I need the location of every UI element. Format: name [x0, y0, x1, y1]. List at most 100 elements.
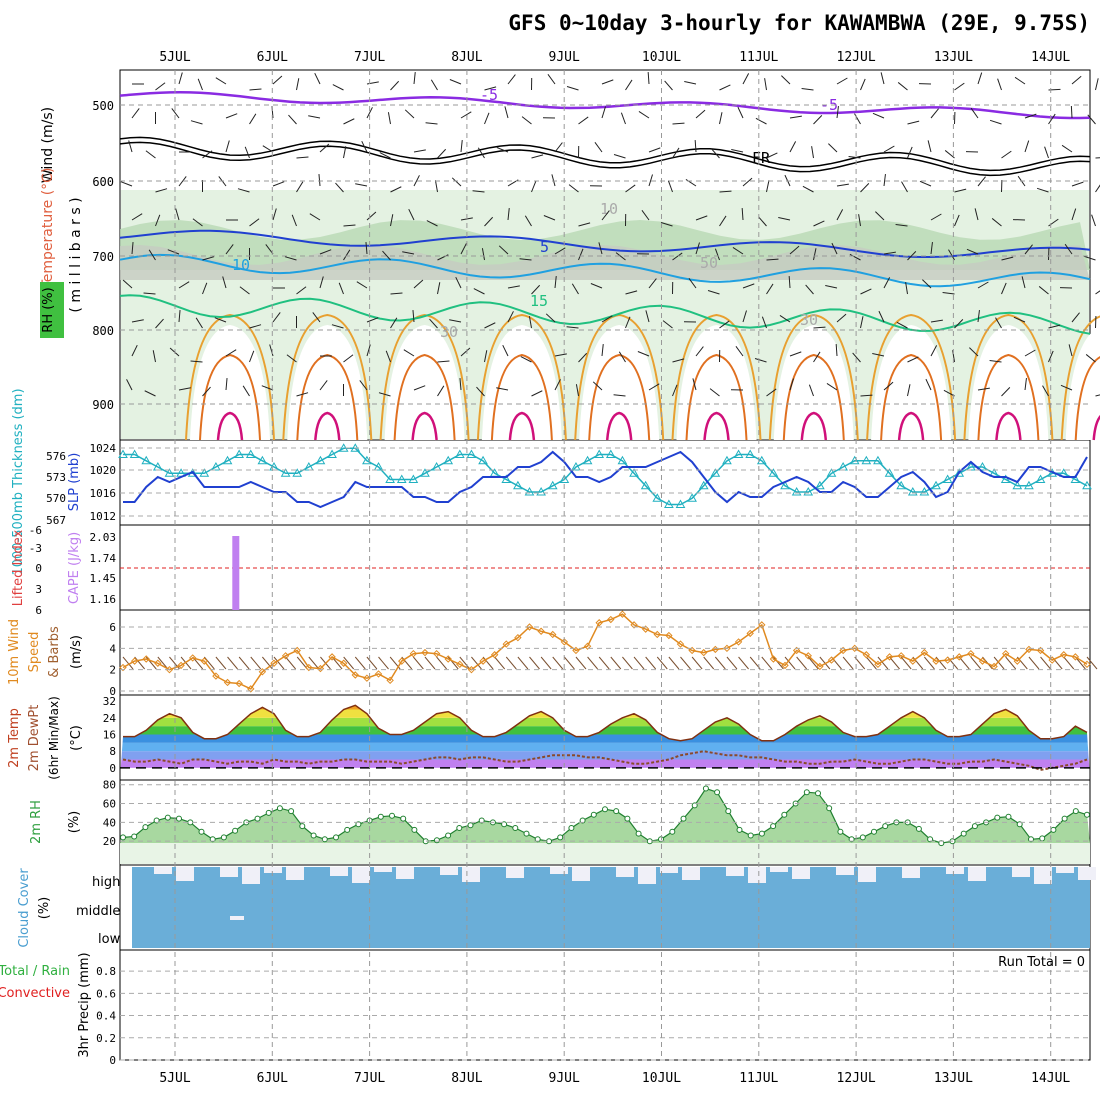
rh-point [289, 809, 294, 814]
high-cloud-gap [902, 867, 920, 878]
high-cloud-gap [440, 867, 458, 875]
cloud-cover-label: Cloud Cover [17, 868, 32, 948]
rh-point [995, 815, 1000, 820]
rh-point [569, 826, 574, 831]
cape-tick-label: 2.03 [90, 531, 117, 544]
rh-point [277, 806, 282, 811]
contour-label: 50 [700, 254, 718, 272]
high-cloud-gap [572, 867, 590, 881]
pressure-tick-label: 800 [92, 324, 114, 338]
rh2m-units-label: (%) [67, 811, 82, 834]
upper-wind-barb [1096, 287, 1100, 294]
rh-point [311, 833, 316, 838]
high-cloud-gap [660, 867, 678, 873]
precip-units-label: 3hr Precip (mm) [77, 952, 92, 1057]
rh-point [233, 828, 238, 833]
upper-wind-barb [1096, 78, 1099, 90]
rh-point [1051, 827, 1056, 832]
high-cloud-gap [968, 867, 986, 881]
rh-point [177, 816, 182, 821]
rh-point [1006, 814, 1011, 819]
upper-wind-barb [1092, 215, 1096, 226]
upper-air-ylabels: Wind (m/s) Temperature (°C) RH (%) ( m i… [40, 107, 84, 338]
rh-point [972, 824, 977, 829]
high-cloud-gap [176, 867, 194, 881]
rh-base-fill [120, 843, 1090, 864]
rh-tick-label: 60 [103, 798, 116, 811]
rh-point [334, 835, 339, 840]
rh2m-label: 2m RH [29, 800, 44, 844]
rh-point [300, 824, 305, 829]
temp-title-label: 2m Temp [7, 708, 22, 768]
rh-point [558, 835, 563, 840]
rh-point [401, 816, 406, 821]
precip-convective-label: Convective [0, 986, 70, 1001]
slp-tick-label: 1020 [90, 464, 117, 477]
high-cloud-gap [748, 867, 766, 883]
dewpt-label: 2m DewPt [27, 705, 42, 772]
cape-bar [232, 536, 239, 610]
wind-ylabels: 10m Wind Speed & Barbs (m/s) [7, 619, 84, 685]
high-cloud-gap [1012, 867, 1030, 877]
wind-barbs-label: & Barbs [47, 626, 62, 678]
date-label-top: 10JUL [642, 50, 681, 65]
rh-point [121, 835, 126, 840]
cape-ylabels: Lifted Index CAPE (J/kg) [11, 529, 82, 606]
date-label-top: 8JUL [451, 50, 482, 65]
millibars-label: ( m i l l i b a r s ) [68, 197, 84, 312]
rh-point [681, 816, 686, 821]
date-label-top: 7JUL [354, 50, 385, 65]
rh-point [524, 831, 529, 836]
rh-point [883, 824, 888, 829]
rh-point [412, 827, 417, 832]
cloud-row-low: low [98, 932, 121, 947]
contour-label: 30 [800, 311, 818, 329]
precip-total-rain-label: Total / Rain [0, 964, 70, 979]
high-cloud-gap [374, 867, 392, 872]
rh-tick-label: 80 [103, 779, 116, 792]
high-cloud-gap [836, 867, 854, 875]
high-cloud-gap [330, 867, 348, 876]
rh-point [446, 833, 451, 838]
thickness-tick-label: 576 [46, 450, 66, 463]
high-cloud-gap [264, 867, 282, 873]
temp-units-label: (°C) [69, 725, 84, 751]
rh-point [737, 827, 742, 832]
rh-point [636, 831, 641, 836]
high-cloud-gap [682, 867, 700, 880]
high-cloud-gap [550, 867, 568, 874]
rh-point [838, 829, 843, 834]
rh-point [457, 826, 462, 831]
temp-ylabels: 2m Temp 2m DewPt (6hr Min/Max) (°C) [7, 696, 84, 780]
precip-tick-label: 0.6 [96, 987, 116, 1000]
mid-cloud-gap [230, 916, 244, 920]
contour-label: 15 [530, 292, 548, 310]
rh-point [670, 829, 675, 834]
precip-tick-label: 0.2 [96, 1032, 116, 1045]
slp-tick-label: 1024 [90, 442, 117, 455]
pressure-tick-label: 600 [92, 175, 114, 189]
high-cloud-gap [1056, 867, 1074, 873]
rh-point [199, 829, 204, 834]
cloud-row-middle: middle [76, 904, 120, 919]
wind-tick-label: 2 [109, 664, 116, 677]
rh-point [322, 837, 327, 842]
high-cloud-gap [770, 867, 788, 872]
contour-label: 5 [540, 238, 549, 256]
precip-tick-label: 0 [109, 1054, 116, 1067]
upper-wind-barb [1071, 106, 1072, 118]
temp-tick-label: 24 [103, 712, 117, 725]
lifted-index-tick-label: -6 [29, 524, 42, 537]
rh-point [703, 786, 708, 791]
cloud-row-high: high [92, 875, 120, 890]
rh-point [591, 812, 596, 817]
temp-color-band [120, 743, 1090, 751]
high-cloud-gap [726, 867, 744, 876]
wind-title-label: 10m Wind [7, 619, 22, 685]
date-label-bottom: 14JUL [1031, 1071, 1070, 1086]
cloud-ylabels: Cloud Cover (%) high middle low [17, 868, 121, 948]
high-cloud-gap [858, 867, 876, 882]
cape-tick-label: 1.74 [90, 552, 117, 565]
rh-tick-label: 20 [103, 835, 116, 848]
date-label-top: 6JUL [257, 50, 288, 65]
